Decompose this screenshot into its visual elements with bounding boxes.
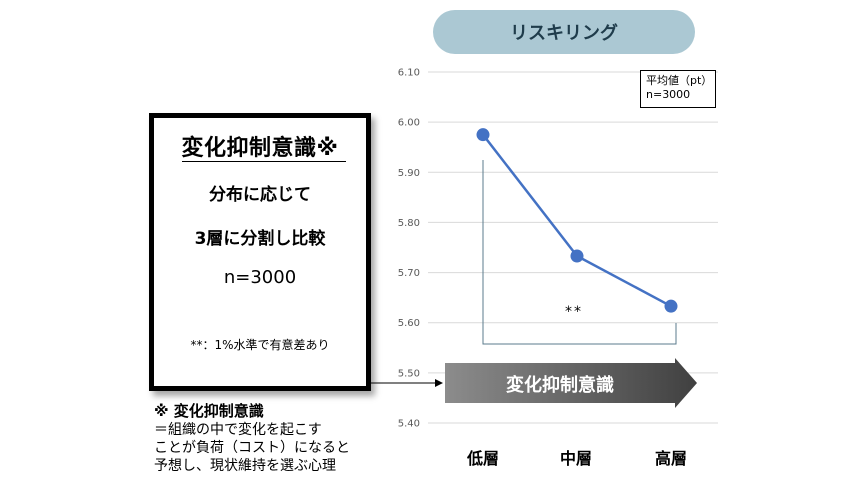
big-arrow [445,358,697,408]
box-title: 変化抑制意識※ [181,136,339,161]
definition-line-3: 予想し、現状維持を選ぶ心理 [154,458,336,474]
y-tick-label: 5.50 [398,368,420,379]
y-tick-label: 6.10 [398,68,420,79]
box-title-underline [182,161,346,162]
category-label-mid: 中層 [559,449,592,468]
y-tick-label: 5.40 [398,419,420,430]
series-line [482,133,672,308]
definition-line-1: ＝組織の中で変化を起こす [154,422,322,438]
category-label-high: 高層 [654,449,687,468]
y-tick-label: 6.00 [398,118,420,129]
y-tick-label: 5.60 [398,318,420,329]
significance-bracket [482,160,677,345]
data-point [476,128,490,142]
y-tick-label: 5.80 [398,218,420,229]
box-line-distribution: 分布に応じて [209,185,311,205]
big-arrow-label: 変化抑制意識 [506,375,614,396]
y-tick-label: 5.70 [398,268,420,279]
y-tick-label: 5.90 [398,168,420,179]
data-point [570,249,584,263]
info-box: 平均値（pt） n=3000 [640,70,716,108]
data-point [664,299,678,313]
box-sample-size: n=3000 [223,267,297,288]
definition-title: ※ 変化抑制意識 [154,402,264,420]
box-line-split: 3層に分割し比較 [194,229,326,249]
info-sample-size: n=3000 [646,88,691,101]
chart-header-label: リスキリング [510,23,618,44]
connector-arrowhead [435,379,443,387]
info-unit: 平均値（pt） [646,74,713,87]
category-label-low: 低層 [466,449,499,468]
definition-line-2: ことが負荷（コスト）になると [154,440,350,456]
chart-header-pill: リスキリング [433,10,695,54]
summary-box: 変化抑制意識※ 分布に応じて 3層に分割し比較 n=3000 **：1%水準で有… [149,113,371,391]
box-significance-note: **：1%水準で有意差あり [190,338,330,352]
significance-label: ** [565,304,583,320]
